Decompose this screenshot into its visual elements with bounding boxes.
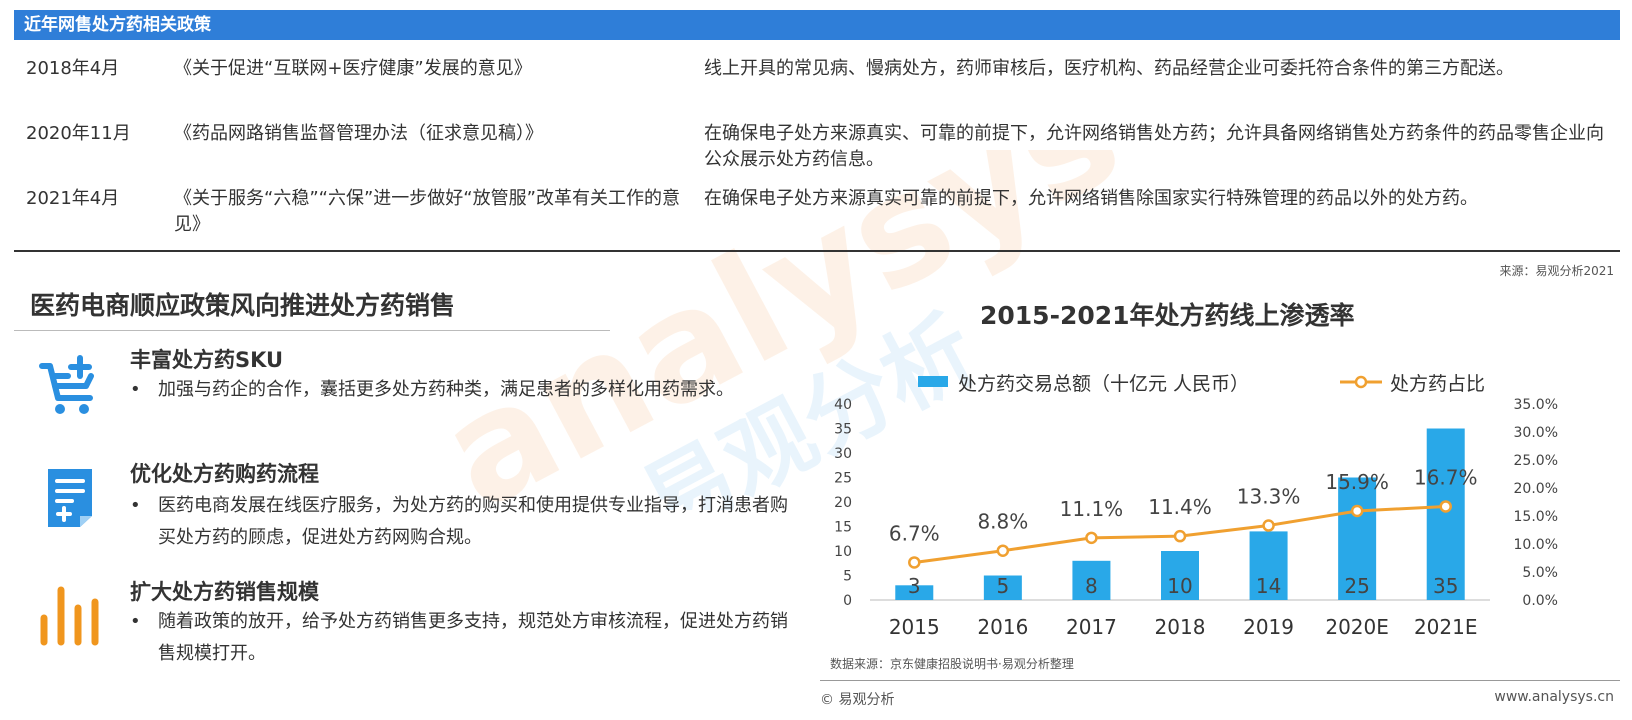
feature-text: 随着政策的放开，给予处方药销售更多支持，规范处方审核流程，促进处方药销售规模打开… [158,611,788,664]
bar [1161,551,1199,600]
policy-document: 《药品网路销售监督管理办法（征求意见稿）》 [174,123,543,144]
legend-bar-swatch [918,376,948,387]
data-source: 数据来源：京东健康招股说明书·易观分析整理 [830,657,1074,671]
legend-line-label: 处方药占比 [1390,373,1485,395]
footer-url: www.analysys.cn [1494,689,1614,705]
bar-value-label: 14 [1256,574,1281,598]
policy-table-divider [14,250,1620,252]
x-tick-label: 2020E [1325,615,1389,639]
policy-date: 2021年4月 [26,188,120,209]
y-tick-label: 15 [834,520,852,536]
bar-value-label: 10 [1167,574,1192,598]
line-point [1350,504,1364,518]
bullet: • [130,611,141,632]
bar-chart-icon [40,586,99,646]
line-point [1173,529,1187,543]
bar [1249,531,1288,600]
line-value-label: 6.7% [889,521,940,545]
bar [895,585,934,600]
policy-document: 《关于服务“六稳”“六保”进一步做好“放管服”改革有关工作的意见》 [174,188,680,235]
feature-text: 加强与药企的合作，囊括更多处方药种类，满足患者的多样化用药需求。 [158,379,734,400]
chart-title: 2015-2021年处方药线上渗透率 [980,301,1355,330]
y-tick-label: 35 [834,422,852,438]
footer-divider [820,680,1620,681]
line-value-label: 15.9% [1325,470,1389,494]
feature-title: 优化处方药购药流程 [130,462,319,486]
line-point [1439,500,1452,513]
feature-text: 医药电商发展在线医疗服务，为处方药的购买和使用提供专业指导，打消患者购买处方药的… [158,495,788,548]
y-tick-label: 40 [834,397,852,413]
feature-description: • 随着政策的放开，给予处方药销售更多支持，规范处方审核流程，促进处方药销售规模… [130,606,790,670]
line-value-label: 16.7% [1414,465,1478,489]
y2-tick-label: 35.0% [1514,397,1558,413]
line-value-label: 11.1% [1060,497,1124,521]
feature-title: 丰富处方药SKU [130,348,284,372]
y-tick-label: 10 [834,544,852,560]
policy-description: 线上开具的常见病、慢病处方，药师审核后，医疗机构、药品经营企业可委托符合条件的第… [704,58,1514,79]
feature-description: • 医药电商发展在线医疗服务，为处方药的购买和使用提供专业指导，打消患者购买处方… [130,490,790,554]
section-title-underline [14,330,610,331]
y2-tick-label: 5.0% [1522,565,1558,581]
feature-description: • 加强与药企的合作，囊括更多处方药种类，满足患者的多样化用药需求。 [130,374,790,406]
line-value-label: 8.8% [977,510,1028,534]
policy-date: 2020年11月 [26,123,131,144]
x-tick-label: 2018 [1155,615,1206,639]
legend-line-marker [1354,375,1368,389]
y-tick-label: 5 [843,569,852,585]
line-value-label: 13.3% [1237,485,1301,509]
policy-document: 《关于促进“互联网+医疗健康”发展的意见》 [174,58,532,79]
policy-source: 来源：易观分析2021 [1499,264,1614,278]
cart-plus-icon [39,355,94,414]
line-point [1262,519,1275,532]
policy-date: 2018年4月 [26,58,120,79]
bar [983,575,1022,600]
bar [1338,477,1377,600]
policy-description: 在确保电子处方来源真实可靠的前提下，允许网络销售除国家实行特殊管理的药品以外的处… [704,188,1478,209]
y2-tick-label: 25.0% [1514,453,1558,469]
prescription-document-icon [48,469,92,527]
x-tick-label: 2021E [1414,615,1478,639]
bar-value-label: 3 [908,574,921,598]
bullet: • [130,379,141,400]
line-value-label: 11.4% [1148,495,1212,519]
x-tick-label: 2019 [1243,615,1294,639]
line-point [1085,531,1098,545]
policy-description: 在确保电子处方来源真实、可靠的前提下，允许网络销售处方药；允许具备网络销售处方药… [704,123,1604,170]
y-tick-label: 30 [834,446,852,462]
footer-copyright: © 易观分析 [820,692,895,708]
y-tick-label: 20 [834,495,852,511]
bar-value-label: 25 [1344,574,1369,598]
bar-value-label: 35 [1433,574,1458,598]
section-title: 医药电商顺应政策风向推进处方药销售 [30,291,456,320]
y-tick-label: 0 [843,593,852,609]
y2-tick-label: 30.0% [1514,425,1558,441]
x-tick-label: 2017 [1066,615,1117,639]
bar-value-label: 8 [1085,574,1098,598]
bar [1072,560,1111,600]
legend-bar-label: 处方药交易总额（十亿元 人民币） [958,373,1249,395]
bar [1426,428,1465,600]
feature-title: 扩大处方药销售规模 [130,580,319,604]
line-point [908,556,921,569]
y2-tick-label: 10.0% [1514,537,1558,553]
bar-value-label: 5 [996,574,1009,598]
x-tick-label: 2016 [977,615,1028,639]
line-point [996,544,1010,557]
y2-tick-label: 0.0% [1522,593,1558,609]
y2-tick-label: 15.0% [1514,509,1558,525]
y2-tick-label: 20.0% [1514,481,1558,497]
policy-table-header: 近年网售处方药相关政策 [14,10,1620,40]
y-tick-label: 25 [834,471,852,487]
bullet: • [130,495,141,516]
x-tick-label: 2015 [889,615,940,639]
